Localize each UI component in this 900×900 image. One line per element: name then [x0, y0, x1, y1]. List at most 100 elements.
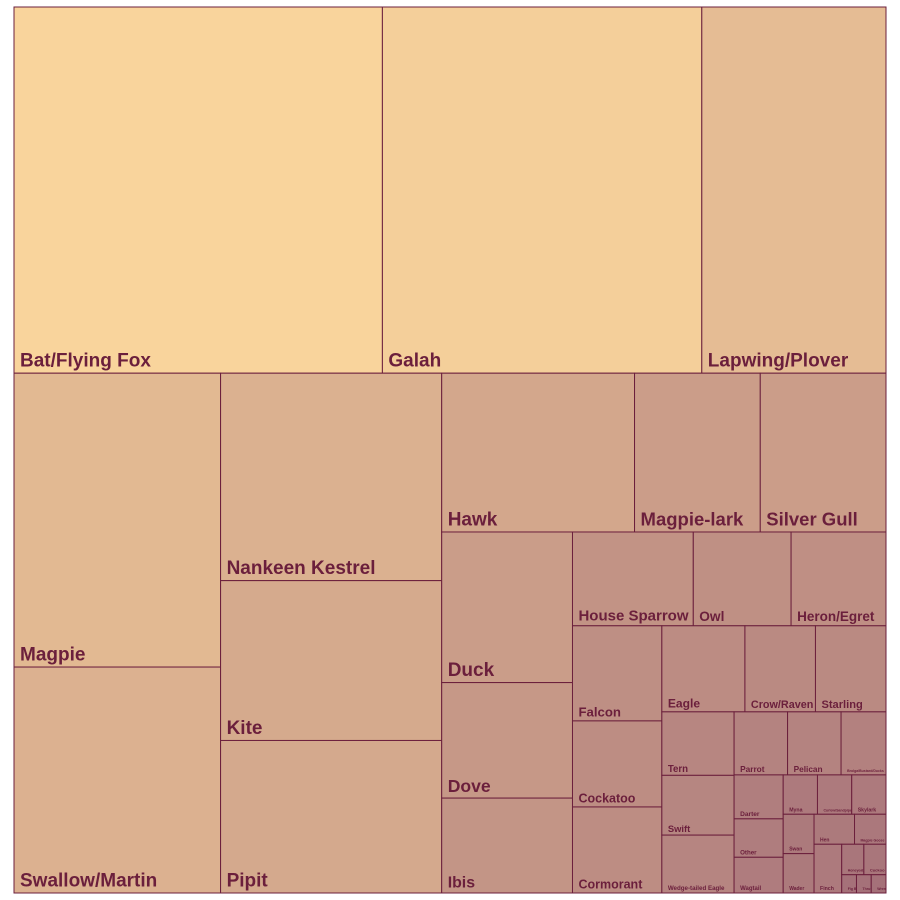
treemap-rect	[733, 818, 784, 858]
treemap-label: Pelican	[794, 764, 823, 774]
treemap-rect	[787, 711, 842, 776]
treemap-label: Cuckoo	[870, 868, 885, 873]
treemap-cell-pipit: Pipit	[220, 739, 443, 894]
treemap-label: Honeyeater/Chat	[848, 869, 877, 873]
treemap-rect	[733, 856, 784, 894]
treemap-cell-magpie-lark: Magpie-lark	[634, 372, 761, 533]
treemap-rect	[220, 372, 443, 582]
treemap-cell-swallow-martin: Swallow/Martin	[13, 666, 222, 894]
treemap-rect	[220, 739, 443, 894]
treemap-cell-myna: Myna	[782, 774, 818, 815]
treemap-cell-curlew-sandpiper: Curlew/Sandpiper	[816, 774, 854, 815]
treemap-label: Silver Gull	[766, 509, 858, 530]
treemap-label: Cockatoo	[578, 792, 635, 806]
treemap-cell-other: Other	[733, 818, 784, 858]
treemap-cell-hawk: Hawk	[441, 372, 636, 533]
treemap-rect	[733, 774, 784, 820]
treemap-cell-dove: Dove	[441, 682, 573, 799]
treemap-rect	[782, 853, 815, 894]
treemap-label: Magpie Goose	[861, 838, 885, 842]
treemap-label: Wedge-tailed Eagle	[668, 885, 725, 892]
treemap-cell-darter: Darter	[733, 774, 784, 820]
treemap-rect	[571, 625, 663, 722]
treemap-cell-pelican: Pelican	[787, 711, 842, 776]
treemap-rect	[13, 6, 383, 374]
treemap-rect	[854, 813, 887, 845]
treemap-rect	[692, 531, 792, 627]
treemap-label: Cormorant	[578, 878, 643, 892]
treemap-cell-crow-raven: Crow/Raven	[744, 625, 816, 713]
treemap-cell-nankeen-kestrel: Nankeen Kestrel	[220, 372, 443, 582]
treemap-label: Finch	[820, 886, 834, 892]
treemap-label: Dove	[448, 776, 491, 796]
treemap-rect	[813, 813, 856, 845]
treemap-label: Ibis	[448, 874, 476, 891]
treemap-label: Myna	[789, 807, 802, 813]
treemap-rect	[814, 625, 887, 713]
treemap-rect	[870, 874, 887, 894]
treemap-cell-starling: Starling	[814, 625, 887, 713]
treemap-label: House Sparrow	[578, 608, 688, 625]
treemap-label: Hawk	[448, 509, 498, 530]
treemap-label: Lapwing/Plover	[708, 351, 849, 372]
treemap-label: Magpie	[20, 644, 85, 665]
treemap-rect	[441, 797, 573, 894]
treemap-label: Galah	[388, 351, 441, 372]
treemap-cell-parrot: Parrot	[733, 711, 789, 776]
treemap-label: Parrot	[740, 764, 765, 774]
treemap-cell-falcon: Falcon	[571, 625, 663, 722]
treemap-rect	[571, 806, 663, 894]
treemap-cell-skylark: Skylark	[851, 774, 887, 815]
treemap-rect	[13, 666, 222, 894]
treemap-label: Hen	[820, 837, 829, 843]
treemap-cell-galah: Galah	[381, 6, 703, 374]
treemap-label: Tern	[668, 764, 688, 775]
treemap-label: Fig Bird	[848, 887, 861, 891]
treemap-cell-wren: Wren	[870, 874, 887, 894]
treemap-cell-kite: Kite	[220, 580, 443, 741]
treemap-rect	[661, 625, 746, 713]
treemap-rect	[813, 843, 843, 894]
treemap-rect	[661, 834, 735, 894]
treemap-rect	[661, 711, 735, 776]
treemap-label: Thrush	[862, 887, 874, 891]
treemap-cell-silver-gull: Silver Gull	[759, 372, 887, 533]
treemap-rect	[13, 372, 222, 668]
treemap-rect	[851, 774, 887, 815]
treemap-label: Eagle	[668, 697, 701, 711]
treemap-label: Wren	[877, 887, 886, 891]
treemap-cell-brolga-bustard-ducks: Brolga/Bustard/Ducks	[840, 711, 887, 776]
treemap-label: Bat/Flying Fox	[20, 351, 151, 372]
treemap-rect	[441, 372, 636, 533]
treemap-label: Wader	[789, 886, 804, 892]
treemap-label: Duck	[448, 660, 495, 681]
treemap-label: Swan	[789, 847, 802, 853]
treemap-cell-bat-flying-fox: Bat/Flying Fox	[13, 6, 383, 374]
treemap-label: Falcon	[578, 704, 621, 719]
treemap-label: Swallow/Martin	[20, 870, 157, 891]
treemap-label: Heron/Egret	[797, 609, 875, 624]
treemap-cell-cockatoo: Cockatoo	[571, 720, 663, 808]
treemap-label: Brolga/Bustard/Ducks	[847, 769, 884, 773]
treemap-cell-heron-egret: Heron/Egret	[790, 531, 887, 627]
treemap-cell-finch: Finch	[813, 843, 843, 894]
treemap-cell-swan: Swan	[782, 813, 815, 855]
treemap-rect	[733, 711, 789, 776]
treemap-rect	[782, 813, 815, 855]
treemap-label: Crow/Raven	[751, 699, 813, 711]
treemap-label: Darter	[740, 811, 760, 818]
treemap-label: Magpie-lark	[641, 509, 745, 530]
treemap-cell-owl: Owl	[692, 531, 792, 627]
treemap-label: Curlew/Sandpiper	[823, 808, 853, 812]
treemap-cells: Bat/Flying Fox Galah Lapwing/Plover Magpie S…	[13, 6, 887, 894]
treemap-rect	[744, 625, 816, 713]
treemap-label: Pipit	[227, 870, 269, 891]
treemap-rect	[381, 6, 703, 374]
treemap-cell-swift: Swift	[661, 774, 735, 836]
treemap-rect	[441, 531, 573, 684]
treemap-rect	[701, 6, 887, 374]
treemap-rect	[634, 372, 761, 533]
treemap-cell-cuckoo: Cuckoo	[863, 843, 887, 876]
treemap-cell-magpie: Magpie	[13, 372, 222, 668]
